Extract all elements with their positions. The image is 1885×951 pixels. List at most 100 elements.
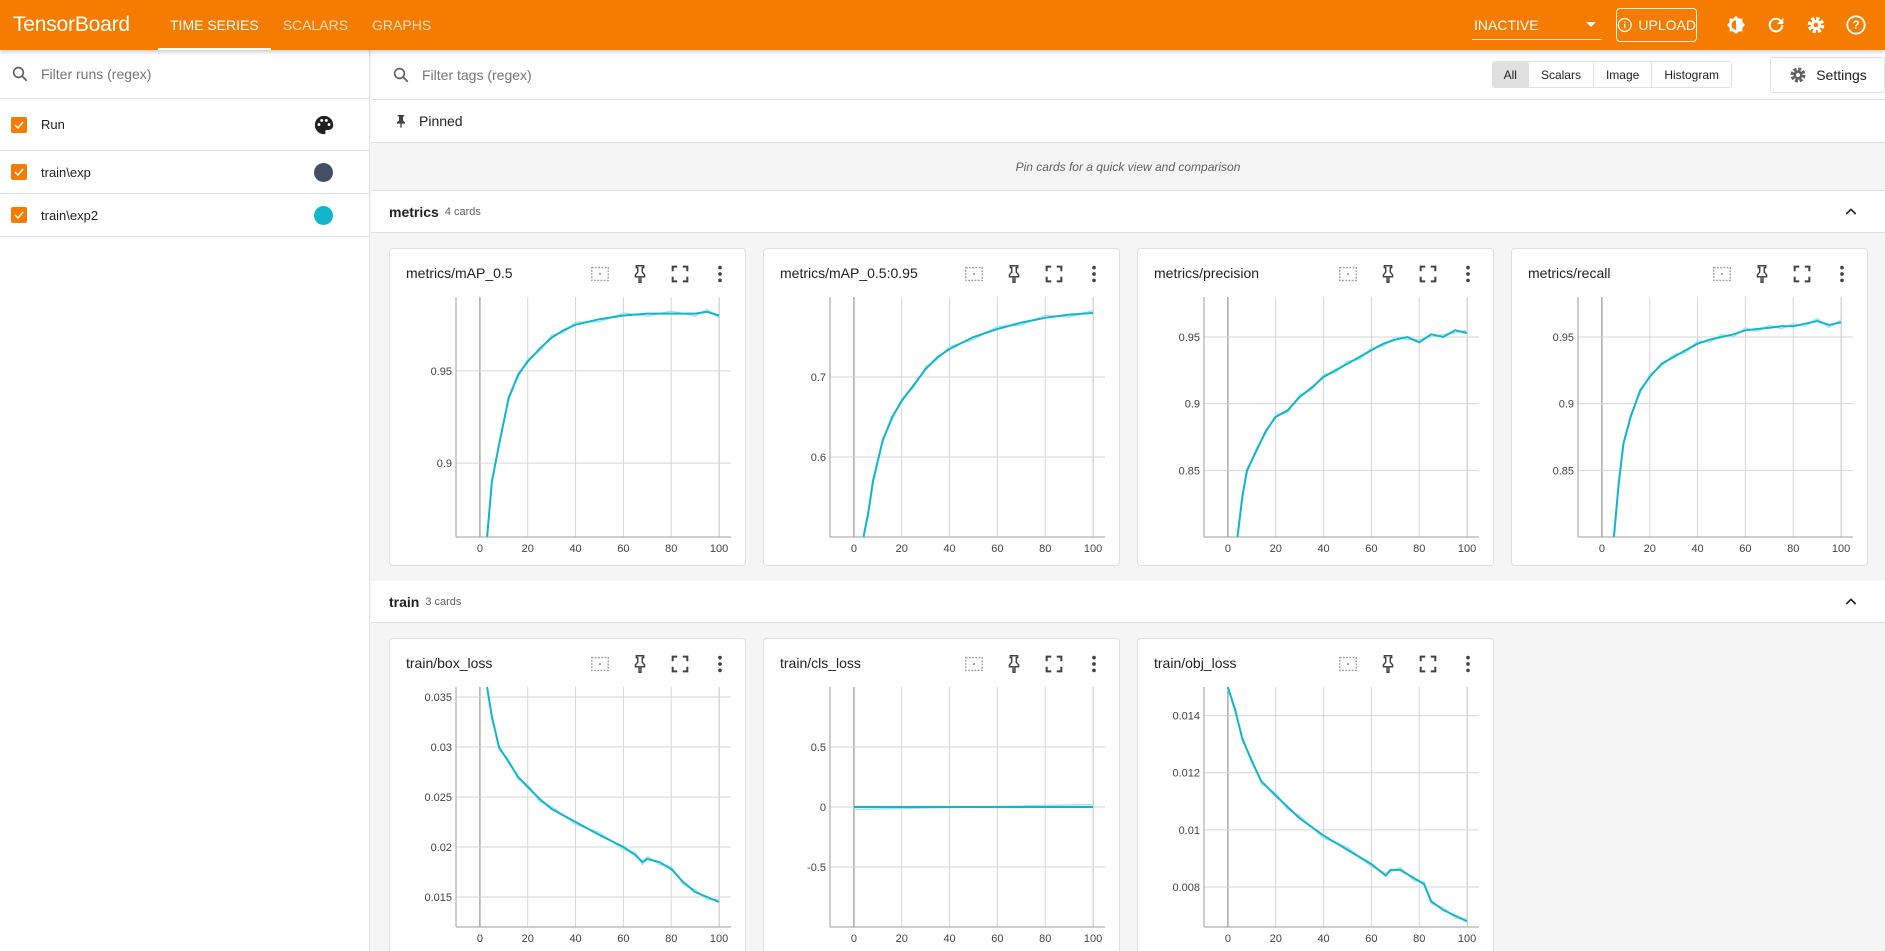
x-tick-label: 60 [617,933,629,945]
dark-mode-icon[interactable] [1725,14,1747,36]
group-name: metrics [389,203,439,220]
pin-icon[interactable] [1001,651,1027,677]
run-checkbox[interactable] [11,207,27,223]
tag-filter-input[interactable] [422,66,1022,83]
fit-domain-icon[interactable] [961,261,987,287]
fullscreen-icon[interactable] [1041,261,1067,287]
x-tick-label: 40 [1317,933,1329,945]
x-tick-label: 80 [1413,933,1425,945]
y-tick-label: 0.014 [1172,711,1200,723]
y-tick-label: 0.008 [1172,882,1200,894]
pin-icon[interactable] [627,651,653,677]
series-line [486,310,720,538]
group-header-train[interactable]: train 3 cards [371,581,1885,623]
fit-domain-icon[interactable] [1709,261,1735,287]
run-row[interactable]: train\exp2 [0,194,369,237]
fit-domain-icon[interactable] [961,651,987,677]
chevron-up-icon[interactable] [1843,594,1859,610]
x-tick-label: 80 [665,543,677,555]
refresh-icon[interactable] [1765,14,1787,36]
tab-graphs[interactable]: Graphs [372,17,432,33]
line-chart[interactable]: 0 20 40 60 80 100 0.6 0.7 [764,289,1119,565]
y-tick-label: 0.7 [811,372,826,384]
line-chart[interactable]: 0 20 40 60 80 100 0.015 0.02 0.025 0.03 0.035 [390,679,745,951]
more-vert-icon[interactable] [1081,261,1107,287]
more-vert-icon[interactable] [1455,651,1481,677]
x-tick-label: 60 [617,543,629,555]
settings-button[interactable]: Settings [1770,56,1885,93]
x-tick-label: 20 [1644,543,1656,555]
line-chart[interactable]: 0 20 40 60 80 100 -0.5 0 0.5 [764,679,1119,951]
line-chart[interactable]: 0 20 40 60 80 100 0.008 0.01 0.012 0.014 [1138,679,1493,951]
more-vert-icon[interactable] [707,261,733,287]
fit-domain-icon[interactable] [587,261,613,287]
scalar-card: train/obj_loss 0 20 40 60 80 100 0.008 0.01 0.012… [1137,638,1494,951]
more-vert-icon[interactable] [1455,261,1481,287]
fit-domain-icon[interactable] [587,651,613,677]
pin-icon[interactable] [627,261,653,287]
x-tick-label: 60 [1365,543,1377,555]
pin-icon[interactable] [1375,651,1401,677]
x-tick-label: 80 [1413,543,1425,555]
pin-icon [397,115,405,128]
fullscreen-icon[interactable] [1789,261,1815,287]
run-color-swatch[interactable] [314,162,333,182]
line-chart[interactable]: 0 20 40 60 80 100 0.85 0.9 0.95 [1512,289,1867,565]
x-tick-label: 20 [896,543,908,555]
help-icon[interactable]: ? [1845,14,1867,36]
type-histogram-button[interactable]: Histogram [1651,62,1731,87]
y-tick-label: 0 [820,802,826,814]
y-tick-label: 0.5 [811,742,826,754]
y-tick-label: 0.012 [1172,768,1200,780]
pin-icon[interactable] [1749,261,1775,287]
runs-sidebar: Run train\exp train\exp2 [0,50,370,951]
group-card-count: 3 cards [425,595,462,608]
palette-icon[interactable] [313,114,335,136]
fullscreen-icon[interactable] [1415,651,1441,677]
select-all-checkbox[interactable] [11,116,27,133]
x-tick-label: 60 [991,543,1003,555]
x-tick-label: 20 [522,543,534,555]
run-checkbox[interactable] [11,164,27,180]
group-header-metrics[interactable]: metrics 4 cards [371,191,1885,233]
fullscreen-icon[interactable] [667,651,693,677]
type-all-button[interactable]: All [1492,62,1528,87]
app-title: TensorBoard [13,13,130,36]
gear-icon[interactable] [1805,14,1827,36]
upload-button[interactable]: Upload [1616,8,1697,42]
x-tick-label: 0 [1599,543,1605,555]
chevron-up-icon[interactable] [1843,204,1859,220]
x-tick-label: 100 [1458,543,1476,555]
plugin-select-dropdown[interactable]: INACTIVE [1472,10,1602,40]
type-scalars-button[interactable]: Scalars [1527,62,1593,87]
train-cards: train/box_loss 0 20 40 60 80 100 0.015 0.02 0.025… [371,623,1885,951]
more-vert-icon[interactable] [1081,651,1107,677]
runs-header-label: Run [41,117,65,132]
more-vert-icon[interactable] [1829,261,1855,287]
type-image-button[interactable]: Image [1592,62,1652,87]
run-row[interactable]: train\exp [0,151,369,194]
run-name: train\exp [41,164,91,180]
line-chart[interactable]: 0 20 40 60 80 100 0.9 0.95 [390,289,745,565]
fit-domain-icon[interactable] [1335,651,1361,677]
x-tick-label: 100 [1458,933,1476,945]
more-vert-icon[interactable] [707,651,733,677]
pin-icon[interactable] [1375,261,1401,287]
scalar-card: metrics/recall 0 20 40 60 80 100 0.85 0.9 0.95 [1511,248,1868,566]
main-content: All Scalars Image Histogram Settings Pin… [371,50,1885,951]
run-filter [0,50,369,99]
tab-scalars[interactable]: Scalars [282,17,349,33]
x-tick-label: 20 [1270,543,1282,555]
runs-header-row: Run [0,99,369,151]
run-color-swatch[interactable] [314,205,333,225]
fit-domain-icon[interactable] [1335,261,1361,287]
fullscreen-icon[interactable] [667,261,693,287]
line-chart[interactable]: 0 20 40 60 80 100 0.85 0.9 0.95 [1138,289,1493,565]
pin-icon[interactable] [1001,261,1027,287]
fullscreen-icon[interactable] [1041,651,1067,677]
fullscreen-icon[interactable] [1415,261,1441,287]
run-filter-input[interactable] [41,66,341,82]
tab-time-series[interactable]: Time Series [158,0,271,50]
card-title: metrics/precision [1154,265,1260,281]
scalar-card: metrics/mAP_0.5:0.95 0 20 40 60 80 100 0.6 0.7 [763,248,1120,566]
